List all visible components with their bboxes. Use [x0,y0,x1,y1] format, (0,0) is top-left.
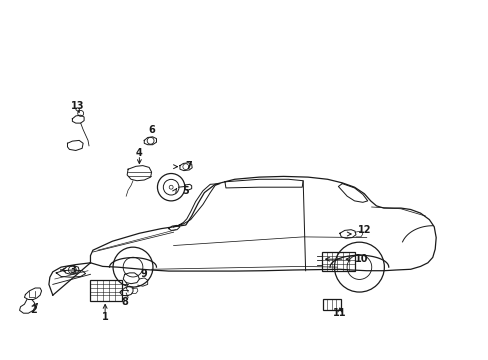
Text: 12: 12 [357,225,370,235]
Text: 10: 10 [354,254,368,264]
Text: 4: 4 [136,148,142,158]
Text: 1: 1 [102,312,108,322]
Bar [322,299,341,310]
Text: 9: 9 [141,269,147,279]
Bar [90,280,122,301]
Text: 2: 2 [30,305,37,315]
Text: 7: 7 [184,161,191,171]
Text: 6: 6 [148,125,155,135]
Bar [321,252,354,271]
Text: 8: 8 [121,297,128,307]
Text: 3: 3 [69,265,76,275]
Text: 5: 5 [182,186,189,196]
Text: 11: 11 [332,308,346,318]
Text: 13: 13 [70,101,84,111]
